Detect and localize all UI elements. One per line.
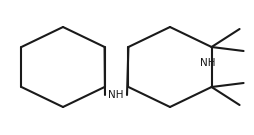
Text: NH: NH bbox=[200, 58, 216, 68]
Text: NH: NH bbox=[108, 90, 124, 100]
